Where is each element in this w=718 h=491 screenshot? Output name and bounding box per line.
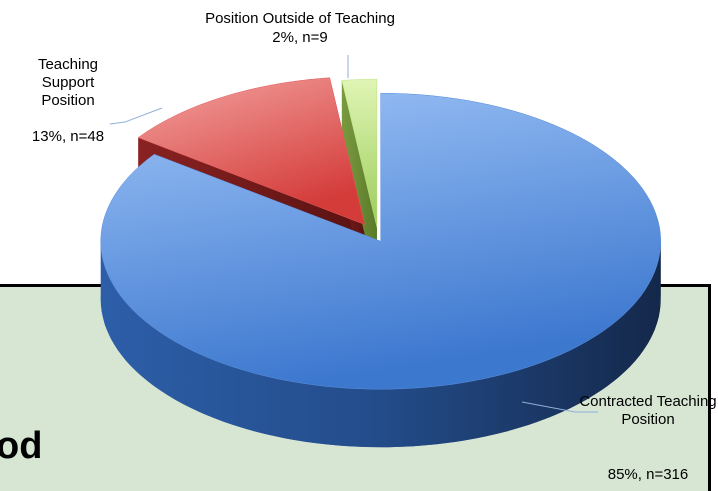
- value-label: 13%, n=48: [31, 128, 105, 145]
- slice-cut: [341, 80, 377, 286]
- leader-line: [109, 107, 163, 125]
- slice-label: Position Outside of Teaching: [205, 10, 395, 27]
- value-label: 85%, n=316: [607, 466, 689, 483]
- slide-text: od: [0, 425, 43, 467]
- slice-label: Teaching Support Position: [37, 56, 99, 109]
- value-label: 2%, n=9: [272, 29, 328, 46]
- slice: [341, 78, 378, 228]
- leader-line: [521, 401, 598, 413]
- slice: [137, 77, 366, 226]
- slice-side: [100, 241, 661, 448]
- slice: [100, 92, 661, 390]
- slice-label: Contracted Teaching Position: [579, 393, 717, 428]
